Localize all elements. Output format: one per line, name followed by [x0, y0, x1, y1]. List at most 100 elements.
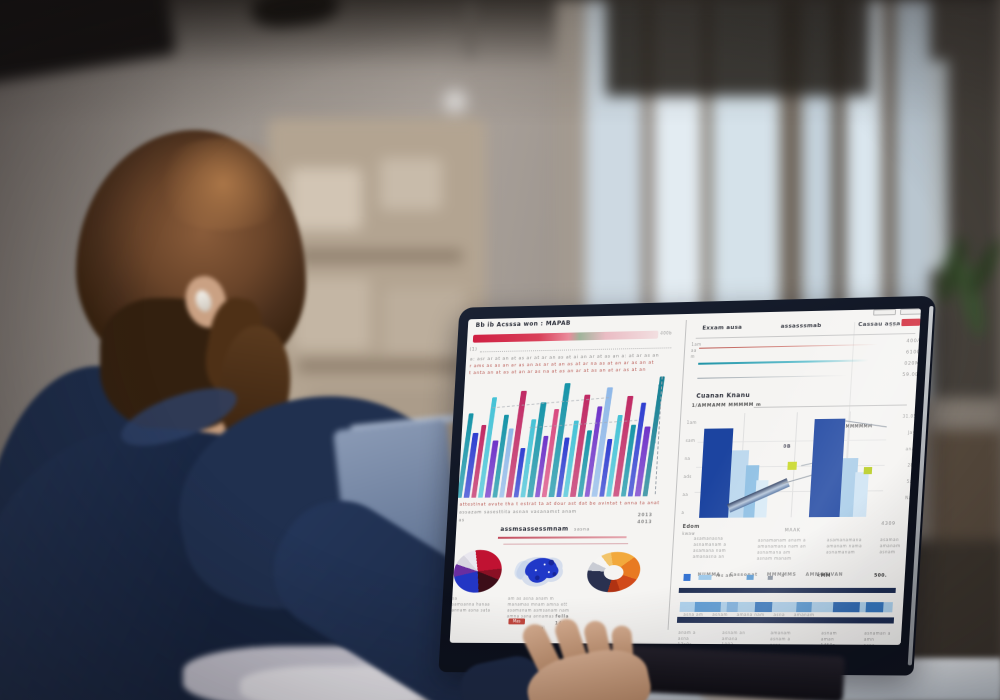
- table-chip: [698, 575, 712, 581]
- axis-tick-label: ana: [905, 446, 915, 452]
- table-text: amanam: [793, 612, 815, 618]
- light-bokeh: [438, 84, 472, 118]
- dashboard-screen: Bb ib Acsssa won : MAPAB 400b (1) a: asr…: [449, 308, 921, 645]
- progress-bar: [472, 330, 659, 343]
- alert-chip: [901, 318, 921, 327]
- edge-label-line: 4013: [637, 520, 653, 526]
- axis-tick-label: na: [684, 455, 691, 461]
- bottom-text-col: asnaman aamnasna: [863, 631, 901, 645]
- shelf-board: [298, 360, 462, 372]
- axis-tick-label: a: [681, 509, 685, 515]
- section-subheading: 1/AMMAMM MMMMM m: [691, 402, 762, 409]
- section-heading: Cuanan Knanu: [696, 391, 751, 400]
- combo-right-axis: 31.05 Jay ana 28 5a Na: [888, 408, 917, 506]
- detail-line: asnamanam: [826, 549, 856, 555]
- map-main-shape: [524, 557, 560, 583]
- spark-value-label: 400A: [906, 338, 921, 345]
- spark-value-label: 6100: [905, 350, 921, 356]
- spark-right-labels: 400A 6100 020M 59.0B: [892, 336, 921, 381]
- bottom-text-col: amanam asnam a asna: [770, 630, 816, 645]
- lamp-rod: [468, 0, 473, 58]
- shelf-item: [290, 168, 362, 230]
- shelf-item: [384, 288, 466, 354]
- detail-line: amanasna an: [692, 553, 725, 559]
- axis-tick-label: 31.05: [902, 413, 917, 419]
- axis-mark: (1): [469, 347, 478, 353]
- table-gray-row: asna am asnam amana nam asna amanam: [683, 603, 893, 623]
- red-rule-light: [503, 543, 629, 545]
- spark-marks: 1am aa m: [690, 342, 705, 360]
- bottom-text-col: anam a asna 17a0a: [677, 630, 718, 645]
- dotted-rule: [479, 347, 672, 353]
- detail-line: asnam: [879, 549, 896, 555]
- table-text: asnam: [712, 611, 728, 618]
- chip-text: 500.: [873, 573, 888, 579]
- chart-mid-label: 0B: [783, 444, 792, 450]
- table-text: asna: [863, 643, 900, 645]
- table-chip: [768, 575, 773, 580]
- table-text: amana nam: [736, 612, 765, 618]
- progress-label: 400b: [660, 330, 673, 336]
- bar-axis-labels-gray: assazam sasesttita asnan vasanamst anam: [458, 509, 577, 516]
- axis-tick-label: 1am: [686, 419, 697, 425]
- table-text: 1450a: [820, 643, 859, 645]
- person-hair-highlight: [150, 138, 296, 230]
- chip-text: ms am: [715, 573, 734, 579]
- axis-tick-label: ads: [683, 473, 692, 479]
- table-text: asna am: [683, 611, 704, 617]
- spark-value-label: 59.0B: [902, 372, 920, 379]
- combo-chart: 0B: [693, 411, 888, 518]
- table-band-navy: [678, 587, 896, 594]
- section-heading: assmsassessmnam: [500, 525, 569, 533]
- axis-tick-label: 5a: [906, 478, 913, 484]
- column-header: Exxam ausa: [702, 324, 743, 332]
- sparkline-group: [693, 337, 899, 389]
- chip-text: <MM: [816, 573, 831, 579]
- axis-tick-label: 28: [907, 462, 914, 468]
- dark-beam: [606, 0, 870, 96]
- report-title: Bb ib Acsssa won : MAPAB: [475, 319, 571, 329]
- below-label-center: MAAK: [784, 528, 801, 534]
- detail-line: asnam manam: [756, 555, 792, 561]
- bottom-text-col: asnam an amana 1982: [721, 630, 766, 645]
- tick-text-rows: a: asr ar at an at as ar at ar an as at …: [469, 352, 677, 377]
- window-mullion: [702, 0, 712, 470]
- table-chip: [746, 574, 755, 581]
- header-small-label: am: [889, 322, 898, 328]
- spark-mark: m: [690, 353, 696, 359]
- trend-line: [845, 420, 887, 427]
- spark-value-label: 020M: [904, 361, 920, 367]
- window-control-chip: [899, 308, 921, 315]
- bottom-text-col: asnamaman1450a: [820, 630, 860, 645]
- detail-text-col: asamanasna asnamanam a asamana nam amanasna…: [693, 536, 751, 560]
- marker: [863, 466, 873, 475]
- window-slit: [928, 60, 948, 270]
- monitor: Bb ib Acsssa won : MAPAB 400b (1) a: asr…: [438, 295, 937, 676]
- sub-rule: [753, 404, 907, 408]
- section-heading-tail: sasna: [573, 527, 590, 533]
- axis-tick-label: sam: [685, 437, 696, 443]
- below-label-left: Edom: [682, 523, 700, 530]
- dashboard-right-panel: Exxam ausa assasssmab Cassau assa am 1am…: [674, 308, 921, 645]
- table-text: 1982: [721, 642, 734, 645]
- table-text: asna: [769, 642, 782, 645]
- shelf-item: [294, 278, 370, 350]
- bar: [852, 472, 869, 517]
- table-chip-row: ms am a <MM 500.: [681, 572, 901, 584]
- detail-text-col: asaman amanam asnam: [879, 537, 907, 555]
- shelf-item: [380, 158, 442, 210]
- sparkline-red: [699, 343, 878, 349]
- marker: [787, 461, 798, 471]
- caption-line: annam asna sata: [451, 607, 491, 613]
- chip-text: a: [781, 573, 785, 579]
- below-label-right: 4309: [881, 521, 896, 527]
- shelf-board: [298, 250, 462, 262]
- table-chip: [683, 573, 691, 582]
- detail-text-col: asamanamana amanam nama asnamanam: [826, 537, 876, 555]
- map-chip: Mas: [508, 618, 526, 625]
- donut-chart-wrap: [585, 547, 643, 597]
- pie-chart-left: [450, 545, 505, 598]
- table-text: asna: [773, 612, 785, 618]
- sparkline-teal: [698, 359, 869, 365]
- detail-text-col: asnamanam anam a amanamana nam an asnamana…: [757, 537, 823, 561]
